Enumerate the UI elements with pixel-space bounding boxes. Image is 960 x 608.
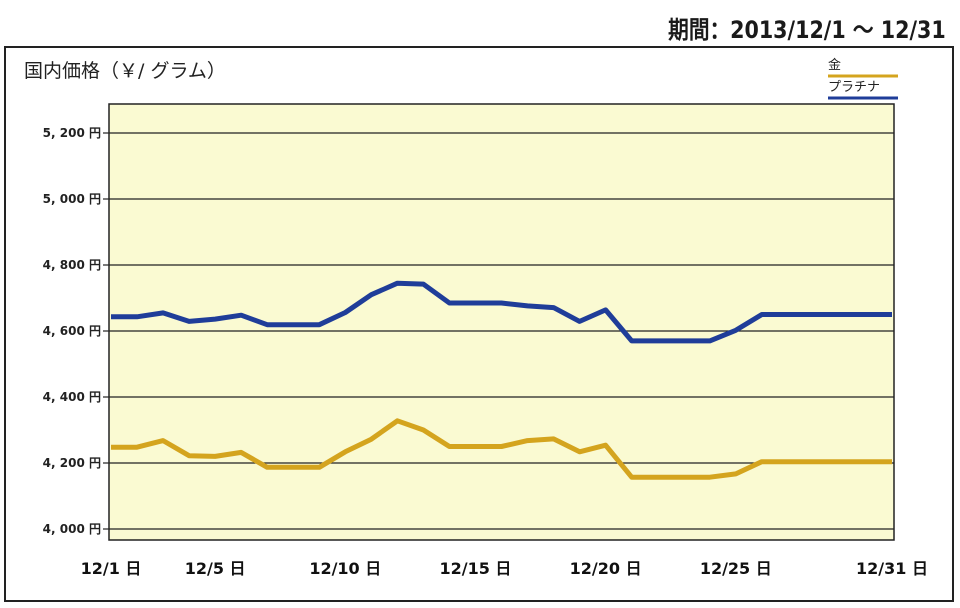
y-tick-label: 4, 200 円 (43, 456, 101, 470)
x-tick-label: 12/25 日 (700, 559, 772, 578)
series-line (111, 418, 892, 480)
y-tick-label: 4, 800 円 (43, 258, 101, 272)
x-tick-label: 12/5 日 (185, 559, 246, 578)
period-label: 期間：2013/12/1 〜 12/31 (668, 16, 946, 44)
plot-area: 4, 000 円 4, 200 円 4, 400 円 4, 600 円 4, 800 円… (43, 103, 928, 578)
x-tick-label: 12/10 日 (309, 559, 381, 578)
chart-frame: 国内価格（￥/ グラム） 4, 000 円 4, 200 円 4, 400 円 4, … (4, 46, 954, 602)
x-tick-label: 12/1 日 (81, 559, 142, 578)
x-tick-label: 12/31 日 (856, 559, 928, 578)
y-tick-label: 5, 200 円 (43, 126, 101, 140)
y-tick-label: 4, 400 円 (43, 390, 101, 404)
plot-background (108, 103, 895, 541)
legend-label: プラチナ (828, 80, 880, 95)
y-tick-label: 4, 600 円 (43, 324, 101, 338)
y-axis-title: 国内価格（￥/ グラム） (24, 60, 226, 82)
legend-label: 金 (828, 57, 841, 73)
price-chart: 国内価格（￥/ グラム） 4, 000 円4, 200 円4, 400 円4, … (24, 57, 928, 578)
y-tick-label: 4, 000 円 (43, 522, 101, 536)
x-tick-label: 12/15 日 (439, 559, 511, 578)
y-tick-label: 5, 000 円 (43, 192, 101, 206)
series-line (111, 280, 892, 344)
x-tick-label: 12/20 日 (570, 559, 642, 578)
